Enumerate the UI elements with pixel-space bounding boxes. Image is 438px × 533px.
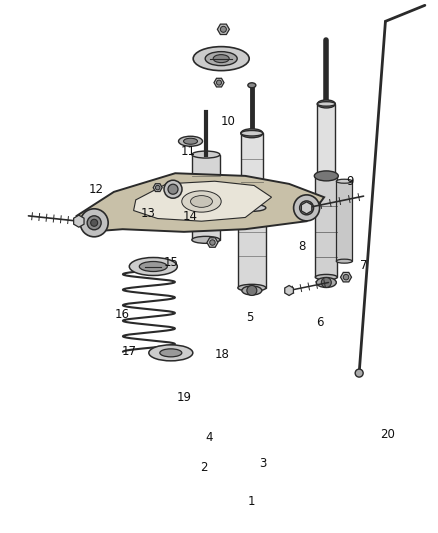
Ellipse shape	[238, 204, 266, 212]
Circle shape	[247, 286, 257, 295]
Bar	[192, 155, 220, 240]
Ellipse shape	[192, 151, 220, 158]
Text: 9: 9	[346, 175, 354, 188]
Circle shape	[164, 180, 182, 198]
Circle shape	[91, 219, 98, 227]
Text: 2: 2	[200, 461, 208, 474]
Ellipse shape	[241, 129, 263, 138]
Polygon shape	[214, 78, 224, 87]
Ellipse shape	[248, 83, 256, 88]
Ellipse shape	[160, 349, 182, 357]
Circle shape	[220, 26, 226, 33]
Ellipse shape	[336, 259, 352, 263]
Ellipse shape	[184, 138, 198, 144]
Polygon shape	[207, 238, 218, 247]
Text: 20: 20	[380, 428, 395, 441]
Polygon shape	[301, 202, 312, 214]
Polygon shape	[153, 184, 162, 191]
Ellipse shape	[182, 191, 221, 212]
Circle shape	[300, 201, 314, 215]
Ellipse shape	[315, 173, 337, 179]
Text: 8: 8	[299, 240, 306, 253]
Ellipse shape	[242, 286, 262, 295]
Polygon shape	[134, 181, 272, 221]
Text: 19: 19	[177, 391, 191, 403]
Circle shape	[293, 195, 320, 221]
Text: 13: 13	[141, 207, 155, 220]
Ellipse shape	[317, 174, 336, 178]
Ellipse shape	[241, 131, 263, 136]
Ellipse shape	[139, 262, 167, 271]
Text: 11: 11	[181, 146, 196, 158]
Ellipse shape	[314, 171, 338, 181]
Polygon shape	[340, 272, 352, 282]
Text: 16: 16	[114, 308, 129, 321]
Circle shape	[87, 216, 101, 230]
Bar	[336, 181, 352, 261]
Ellipse shape	[129, 257, 177, 276]
Ellipse shape	[315, 274, 337, 280]
Ellipse shape	[317, 102, 336, 106]
Text: 12: 12	[89, 183, 104, 196]
Circle shape	[321, 278, 331, 287]
Text: 17: 17	[122, 345, 137, 358]
Ellipse shape	[179, 136, 202, 146]
Ellipse shape	[193, 46, 249, 71]
Ellipse shape	[213, 54, 229, 63]
Bar	[241, 133, 263, 208]
Text: 4: 4	[205, 431, 213, 443]
Ellipse shape	[149, 345, 193, 361]
Circle shape	[155, 185, 160, 190]
Text: 6: 6	[316, 316, 324, 329]
Ellipse shape	[191, 196, 212, 207]
Circle shape	[210, 240, 215, 245]
Polygon shape	[74, 215, 84, 227]
Text: 7: 7	[360, 259, 367, 272]
Text: 1: 1	[248, 495, 256, 507]
Text: 15: 15	[163, 256, 178, 269]
Ellipse shape	[316, 278, 336, 287]
Ellipse shape	[317, 100, 336, 108]
Polygon shape	[217, 24, 230, 35]
Circle shape	[355, 369, 363, 377]
Text: 18: 18	[215, 348, 230, 361]
Ellipse shape	[205, 52, 237, 66]
Bar	[315, 176, 337, 277]
Polygon shape	[77, 173, 324, 232]
Text: 3: 3	[259, 457, 266, 470]
Text: 5: 5	[246, 311, 253, 324]
Text: 10: 10	[220, 115, 235, 128]
Ellipse shape	[241, 205, 263, 211]
Circle shape	[216, 80, 222, 85]
Circle shape	[303, 204, 310, 212]
Ellipse shape	[238, 284, 266, 292]
Ellipse shape	[192, 236, 220, 244]
Text: 14: 14	[183, 210, 198, 223]
Bar	[317, 104, 336, 176]
Circle shape	[80, 209, 108, 237]
Bar	[238, 208, 266, 288]
Ellipse shape	[336, 179, 352, 183]
Circle shape	[168, 184, 178, 194]
Circle shape	[343, 274, 349, 280]
Polygon shape	[285, 286, 293, 295]
